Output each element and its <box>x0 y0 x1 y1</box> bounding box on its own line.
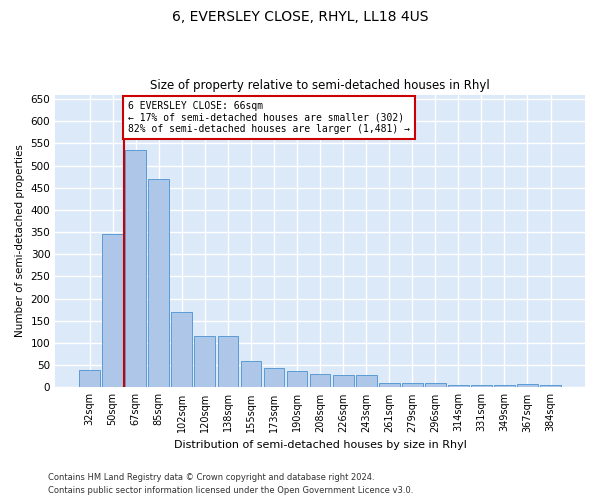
Bar <box>218 336 238 388</box>
Bar <box>356 375 377 388</box>
Bar <box>125 150 146 388</box>
Bar <box>310 374 331 388</box>
Text: 6, EVERSLEY CLOSE, RHYL, LL18 4US: 6, EVERSLEY CLOSE, RHYL, LL18 4US <box>172 10 428 24</box>
X-axis label: Distribution of semi-detached houses by size in Rhyl: Distribution of semi-detached houses by … <box>173 440 467 450</box>
Bar <box>263 368 284 388</box>
Bar <box>471 385 492 388</box>
Text: 6 EVERSLEY CLOSE: 66sqm
← 17% of semi-detached houses are smaller (302)
82% of s: 6 EVERSLEY CLOSE: 66sqm ← 17% of semi-de… <box>128 101 410 134</box>
Bar <box>148 179 169 388</box>
Bar <box>379 383 400 388</box>
Bar <box>517 384 538 388</box>
Bar <box>494 385 515 388</box>
Bar <box>241 361 262 388</box>
Bar <box>172 312 192 388</box>
Bar <box>402 383 422 388</box>
Text: Contains HM Land Registry data © Crown copyright and database right 2024.
Contai: Contains HM Land Registry data © Crown c… <box>48 474 413 495</box>
Title: Size of property relative to semi-detached houses in Rhyl: Size of property relative to semi-detach… <box>150 79 490 92</box>
Bar <box>102 234 123 388</box>
Y-axis label: Number of semi-detached properties: Number of semi-detached properties <box>15 144 25 338</box>
Bar <box>540 385 561 388</box>
Bar <box>79 370 100 388</box>
Bar <box>287 370 307 388</box>
Bar <box>333 375 353 388</box>
Bar <box>425 383 446 388</box>
Bar <box>194 336 215 388</box>
Bar <box>448 385 469 388</box>
